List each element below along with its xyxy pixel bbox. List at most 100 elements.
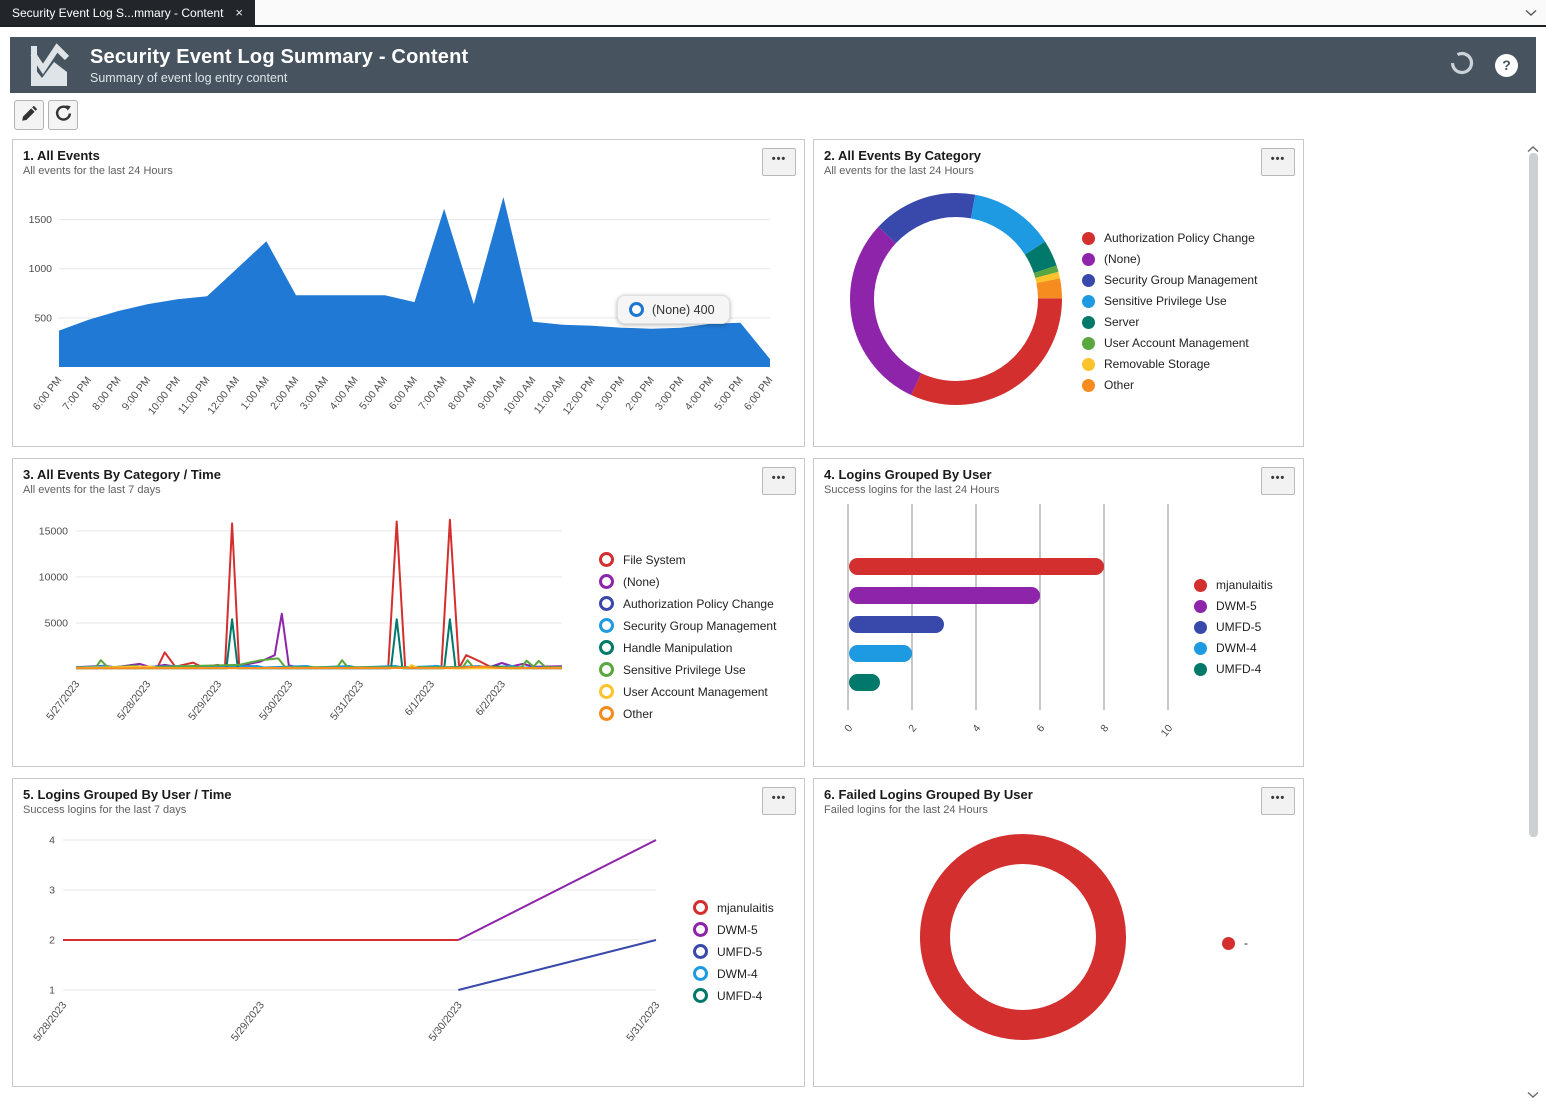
legend-item[interactable]: Sensitive Privilege Use bbox=[599, 662, 776, 677]
legend-item[interactable]: Server bbox=[1082, 315, 1257, 329]
legend-item[interactable]: DWM-5 bbox=[1194, 599, 1273, 613]
svg-text:6/1/2023: 6/1/2023 bbox=[402, 678, 437, 718]
legend-label: Sensitive Privilege Use bbox=[1104, 294, 1227, 308]
chart-legend: File System (None) Authorization Policy Ch… bbox=[599, 552, 776, 721]
legend-item[interactable]: DWM-5 bbox=[693, 922, 774, 937]
legend-item[interactable]: User Account Management bbox=[1082, 336, 1257, 350]
legend-item[interactable]: Handle Manipulation bbox=[599, 640, 776, 655]
legend-item[interactable]: Other bbox=[599, 706, 776, 721]
legend-item[interactable]: Authorization Policy Change bbox=[599, 596, 776, 611]
tab-close-icon[interactable]: × bbox=[235, 5, 244, 20]
svg-text:5/29/2023: 5/29/2023 bbox=[229, 999, 267, 1043]
legend-item[interactable]: (None) bbox=[1082, 252, 1257, 266]
legend-item[interactable]: Removable Storage bbox=[1082, 357, 1257, 371]
tab-list-chevron-icon[interactable] bbox=[1516, 0, 1546, 25]
legend-label: UMFD-4 bbox=[717, 988, 763, 1003]
svg-text:15000: 15000 bbox=[39, 525, 68, 537]
svg-text:6:00 PM: 6:00 PM bbox=[31, 374, 65, 412]
panel-menu-button[interactable]: ••• bbox=[1261, 787, 1295, 815]
panel-logins-by-user: 4. Logins Grouped By User Success logins… bbox=[813, 458, 1304, 767]
svg-text:4: 4 bbox=[49, 835, 55, 847]
legend-item[interactable]: UMFD-5 bbox=[693, 944, 774, 959]
panel-menu-button[interactable]: ••• bbox=[762, 787, 796, 815]
scrollbar-thumb[interactable] bbox=[1529, 153, 1538, 837]
panel-menu-button[interactable]: ••• bbox=[1261, 148, 1295, 176]
panel-title: 2. All Events By Category bbox=[824, 148, 982, 163]
legend-item[interactable]: UMFD-5 bbox=[1194, 620, 1273, 634]
legend-item[interactable]: - bbox=[1222, 936, 1248, 950]
legend-item[interactable]: Security Group Management bbox=[1082, 273, 1257, 287]
edit-button[interactable] bbox=[14, 100, 44, 130]
svg-text:5/31/2023: 5/31/2023 bbox=[624, 999, 662, 1043]
panel-subtitle: Failed logins for the last 24 Hours bbox=[824, 804, 988, 816]
legend-swatch-icon bbox=[1194, 578, 1207, 592]
logins-by-user-line-chart[interactable]: 1 2 3 4 5/28/2023 5/29/2023 5/30/2023 5/31/2023 bbox=[13, 816, 681, 1086]
legend-item[interactable]: Other bbox=[1082, 378, 1257, 392]
legend-label: Authorization Policy Change bbox=[1104, 231, 1255, 245]
svg-text:5/30/2023: 5/30/2023 bbox=[426, 999, 464, 1043]
series-marker-icon bbox=[629, 302, 644, 317]
svg-text:5000: 5000 bbox=[45, 617, 69, 629]
refresh-button[interactable] bbox=[48, 100, 78, 130]
chart-legend: mjanulaitis DWM-5 UMFD-5 DWM-4 UMFD-4 bbox=[693, 900, 774, 1003]
panel-subtitle: Success logins for the last 24 Hours bbox=[824, 484, 1000, 496]
all-events-area-chart[interactable]: 500 1000 1500 6:00 PM 7:00 PM 8:00 PM 9:00 PM 1… bbox=[19, 177, 791, 436]
legend-swatch-icon bbox=[1222, 936, 1235, 950]
legend-swatch-icon bbox=[693, 944, 708, 959]
legend-swatch-icon bbox=[599, 596, 614, 611]
tab-security-event-log[interactable]: Security Event Log S...mmary - Content × bbox=[0, 0, 256, 25]
panel-failed-logins-by-user: 6. Failed Logins Grouped By User Failed … bbox=[813, 778, 1304, 1087]
scroll-up-icon[interactable] bbox=[1526, 141, 1540, 153]
legend-label: UMFD-5 bbox=[717, 944, 763, 959]
svg-text:5/30/2023: 5/30/2023 bbox=[257, 678, 295, 722]
panel-menu-button[interactable]: ••• bbox=[762, 148, 796, 176]
legend-item[interactable]: DWM-4 bbox=[1194, 641, 1273, 655]
scroll-down-icon[interactable] bbox=[1526, 1087, 1540, 1098]
legend-item[interactable]: UMFD-4 bbox=[693, 988, 774, 1003]
legend-item[interactable]: UMFD-4 bbox=[1194, 662, 1273, 676]
panel-logins-by-user-time: 5. Logins Grouped By User / Time Success… bbox=[12, 778, 805, 1087]
legend-swatch-icon bbox=[1194, 662, 1207, 676]
legend-item[interactable]: (None) bbox=[599, 574, 776, 589]
panel-events-by-category: 2. All Events By Category All events for… bbox=[813, 139, 1304, 447]
legend-swatch-icon bbox=[599, 640, 614, 655]
legend-item[interactable]: File System bbox=[599, 552, 776, 567]
legend-label: Other bbox=[623, 706, 654, 721]
legend-item[interactable]: mjanulaitis bbox=[1194, 578, 1273, 592]
header-actions: ? bbox=[1449, 50, 1518, 81]
legend-item[interactable]: Security Group Management bbox=[599, 618, 776, 633]
events-by-category-line-chart[interactable]: 5000 10000 15000 5/27/2023 5/28/2023 5/29/202… bbox=[13, 496, 589, 763]
line-chart-icon bbox=[24, 40, 74, 90]
failed-logins-donut-chart[interactable] bbox=[920, 834, 1126, 1045]
legend-item[interactable]: Authorization Policy Change bbox=[1082, 231, 1257, 245]
legend-label: File System bbox=[623, 552, 686, 567]
help-button[interactable]: ? bbox=[1495, 53, 1518, 77]
svg-text:6: 6 bbox=[1034, 722, 1047, 734]
legend-label: DWM-4 bbox=[1216, 641, 1257, 655]
svg-text:5/31/2023: 5/31/2023 bbox=[328, 678, 366, 722]
legend-item[interactable]: Sensitive Privilege Use bbox=[1082, 294, 1257, 308]
svg-text:10: 10 bbox=[1159, 722, 1176, 739]
panel-header: 6. Failed Logins Grouped By User Failed … bbox=[814, 779, 1303, 816]
events-by-category-donut-chart[interactable] bbox=[850, 193, 1062, 410]
logins-by-user-bar-chart[interactable]: 0 2 4 6 8 10 bbox=[814, 496, 1194, 759]
legend-swatch-icon bbox=[1082, 252, 1095, 266]
panel-menu-button[interactable]: ••• bbox=[1261, 467, 1295, 495]
legend-swatch-icon bbox=[1082, 273, 1095, 287]
legend-label: User Account Management bbox=[1104, 336, 1249, 350]
panel-header: 4. Logins Grouped By User Success logins… bbox=[814, 459, 1303, 496]
panel-subtitle: All events for the last 24 Hours bbox=[23, 165, 173, 177]
legend-item[interactable]: mjanulaitis bbox=[693, 900, 774, 915]
panel-menu-button[interactable]: ••• bbox=[762, 467, 796, 495]
header-titles: Security Event Log Summary - Content Sum… bbox=[90, 46, 1449, 85]
legend-label: User Account Management bbox=[623, 684, 768, 699]
legend-swatch-icon bbox=[1082, 315, 1095, 329]
panel-subtitle: All events for the last 24 Hours bbox=[824, 165, 974, 177]
toolbar bbox=[14, 100, 78, 130]
dashboard-header: Security Event Log Summary - Content Sum… bbox=[10, 37, 1536, 93]
legend-item[interactable]: DWM-4 bbox=[693, 966, 774, 981]
svg-text:8: 8 bbox=[1098, 722, 1111, 734]
legend-swatch-icon bbox=[693, 922, 708, 937]
legend-item[interactable]: User Account Management bbox=[599, 684, 776, 699]
tab-strip-spacer bbox=[255, 0, 1516, 25]
